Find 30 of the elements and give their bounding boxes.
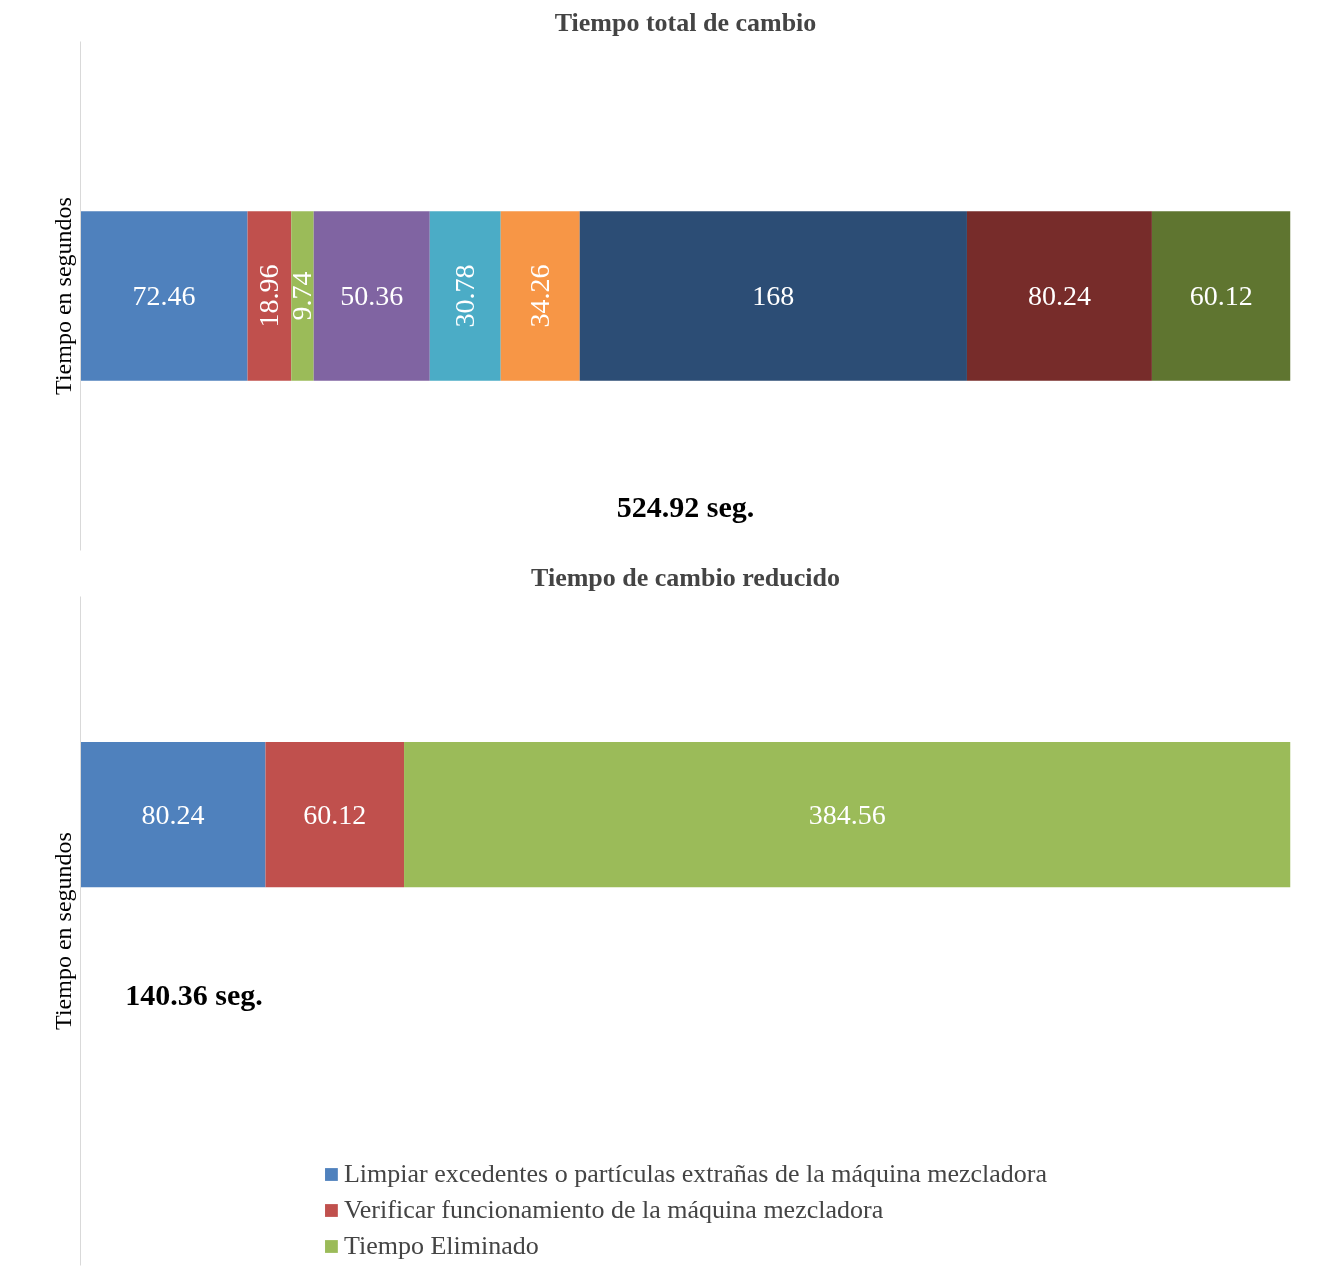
- bar: [247, 211, 292, 381]
- bar: [500, 211, 580, 381]
- data-label: 168: [752, 280, 795, 311]
- text: 140.36 seg.: [125, 978, 263, 1012]
- bar: [1151, 211, 1291, 381]
- legend-label: Tiempo Eliminado: [343, 1231, 539, 1261]
- bar: [429, 211, 501, 381]
- data-label: 72.46: [132, 280, 196, 311]
- data-label: 50.36: [340, 280, 404, 311]
- legend-label: Verificar funcionamiento de la máquina mezcladora: [343, 1195, 884, 1225]
- legend-label: Limpiar excedentes o partículas extrañas de la máquina mezcladora: [343, 1159, 1048, 1189]
- data-label: 18.96: [253, 264, 285, 328]
- chart-title: Tiempo total de cambio: [554, 7, 817, 37]
- bar: [966, 211, 1152, 381]
- data-label: 9.74: [286, 271, 318, 321]
- data-label: 384.56: [808, 798, 886, 830]
- text: 524.92 seg.: [616, 489, 755, 523]
- data-label: 80.24: [1027, 280, 1091, 311]
- y-axis-title: Tiempo en segundos: [49, 832, 76, 1030]
- data-label: 60.12: [1189, 280, 1253, 311]
- y-axis-title: Tiempo en segundos: [49, 197, 76, 395]
- bar: [579, 211, 967, 381]
- chart-title: Tiempo de cambio reducido: [531, 562, 840, 592]
- data-label: 80.24: [141, 798, 205, 830]
- bar: [313, 211, 430, 381]
- data-label: 60.12: [303, 798, 367, 830]
- bar: [80, 211, 248, 381]
- bar: [291, 211, 314, 381]
- data-label: 34.26: [524, 264, 556, 328]
- data-label: 30.78: [449, 264, 481, 328]
